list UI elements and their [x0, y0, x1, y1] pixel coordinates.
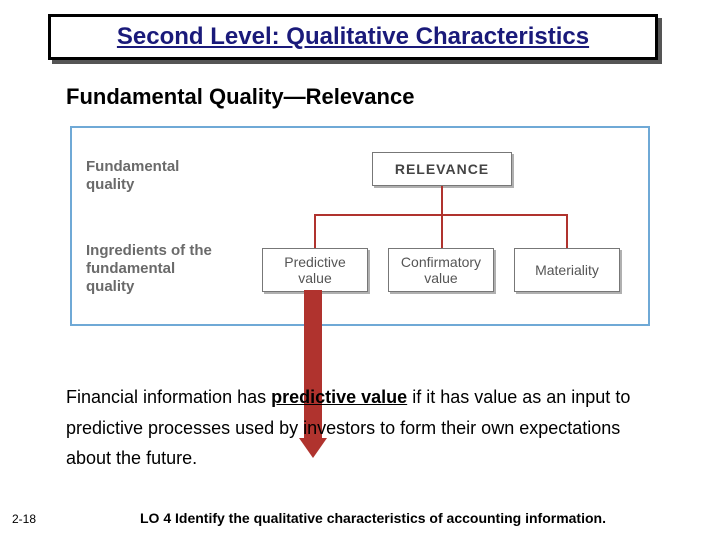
- box-ingredient-2: Materiality: [514, 248, 620, 292]
- diagram-inner: Fundamental quality Ingredients of the f…: [72, 128, 648, 324]
- body-pre: Financial information has: [66, 387, 271, 407]
- title-banner: Second Level: Qualitative Characteristic…: [48, 14, 658, 60]
- connector-3: [441, 214, 443, 248]
- box-ingredient-0: Predictive value: [262, 248, 368, 292]
- connector-2: [314, 214, 316, 248]
- page-title: Second Level: Qualitative Characteristic…: [117, 23, 589, 51]
- body-highlight: predictive value: [271, 387, 407, 407]
- page-number: 2-18: [12, 512, 36, 526]
- box-ingredient-1: Confirmatory value: [388, 248, 494, 292]
- relevance-diagram: Fundamental quality Ingredients of the f…: [70, 126, 650, 326]
- body-text: Financial information has predictive val…: [66, 382, 666, 474]
- label-ingredients: Ingredients of the fundamental quality: [86, 242, 212, 296]
- subtitle: Fundamental Quality—Relevance: [66, 84, 414, 110]
- learning-objective: LO 4 Identify the qualitative characteri…: [140, 510, 606, 526]
- connector-0: [441, 186, 443, 214]
- label-fundamental-quality: Fundamental quality: [86, 158, 179, 194]
- connector-4: [566, 214, 568, 248]
- box-relevance: RELEVANCE: [372, 152, 512, 186]
